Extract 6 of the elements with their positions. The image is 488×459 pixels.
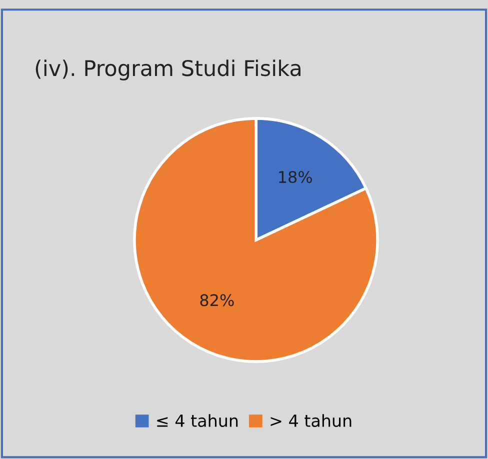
chart-title: (iv). Program Studi Fisika [36, 60, 300, 80]
legend-label: > 4 tahun [270, 414, 352, 427]
data-label: 18% [279, 170, 312, 184]
pie-slice [133, 117, 379, 363]
data-label: 82% [200, 294, 234, 306]
legend-label: ≤ 4 tahun [157, 414, 238, 427]
